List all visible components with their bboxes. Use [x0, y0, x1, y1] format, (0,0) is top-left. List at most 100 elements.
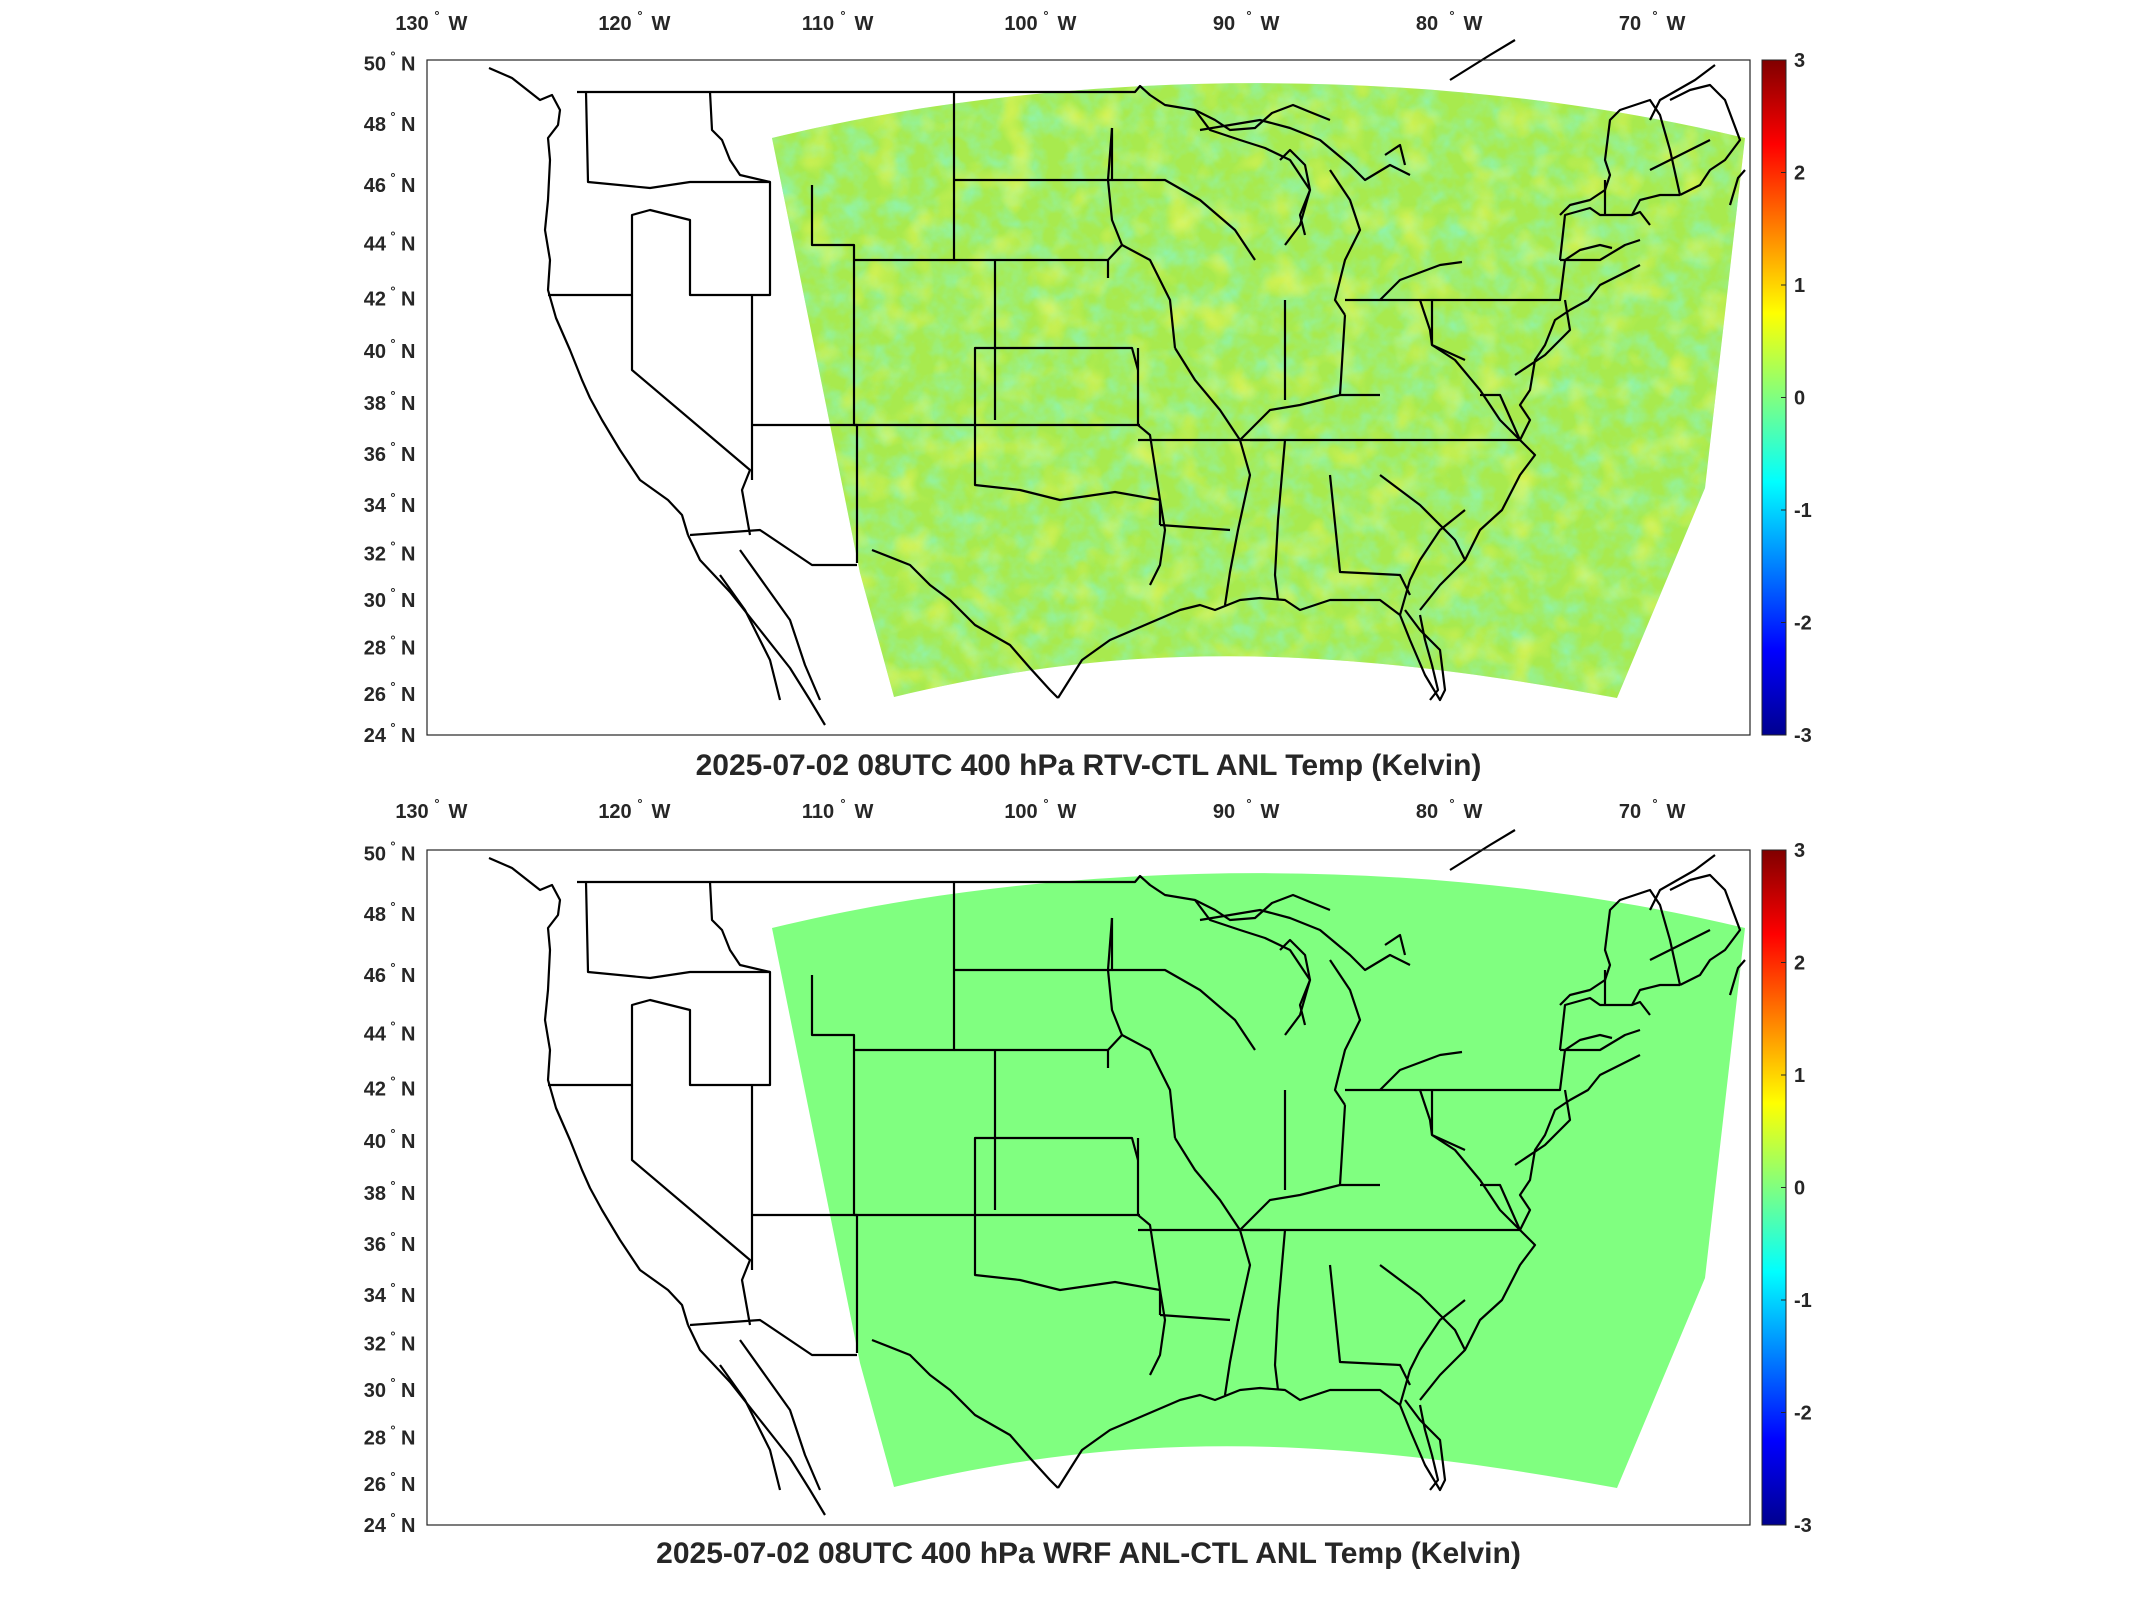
lon-tick-labels: 130 ° W 120 ° W 110 ° W 100 ° W 90 ° W 80 ° W 70 ° W	[395, 796, 1685, 823]
border-line	[489, 68, 688, 535]
degree-symbol: °	[637, 796, 642, 811]
degree-symbol: °	[390, 679, 395, 694]
lon-hemisphere: W	[1058, 13, 1077, 35]
border-line	[1450, 830, 1515, 870]
border-line	[1225, 1230, 1250, 1395]
border-line	[1138, 348, 1160, 500]
lon-hemisphere: W	[1261, 13, 1280, 35]
border-line	[854, 260, 995, 425]
border-line	[1480, 395, 1520, 440]
lat-tick-label: 40 ° N	[364, 1126, 416, 1153]
lon-tick-value: 110	[802, 801, 834, 823]
degree-symbol: °	[390, 1469, 395, 1484]
lon-tick-value: 90	[1213, 13, 1235, 35]
lat-tick-value: 24	[364, 725, 387, 747]
lat-tick-value: 28	[364, 637, 386, 659]
border-line	[1380, 475, 1465, 560]
border-line	[632, 295, 750, 535]
lat-hemisphere: N	[401, 444, 415, 466]
lat-tick-value: 40	[364, 341, 386, 363]
lat-tick-label: 44 ° N	[364, 229, 416, 256]
coastlines-and-borders	[489, 40, 1745, 725]
border-line	[1730, 170, 1745, 205]
border-line	[1560, 100, 1680, 215]
lat-tick-label: 42 ° N	[364, 283, 416, 310]
lon-tick-label: 70 ° W	[1619, 796, 1686, 823]
border-line	[1650, 855, 1715, 910]
degree-symbol: °	[840, 8, 845, 23]
lat-tick-label: 30 ° N	[364, 585, 416, 612]
lat-tick-label: 34 ° N	[364, 490, 416, 517]
border-line	[1650, 930, 1710, 960]
colorbar: 3 2 1 0 -1 -2 -3	[1761, 50, 1812, 747]
lat-hemisphere: N	[401, 1285, 415, 1307]
border-line	[489, 858, 688, 1325]
lat-tick-value: 34	[364, 495, 387, 517]
lat-tick-value: 44	[364, 234, 387, 256]
lat-tick-value: 28	[364, 1427, 386, 1449]
degree-symbol: °	[390, 336, 395, 351]
lon-tick-label: 70 ° W	[1619, 8, 1686, 35]
lat-hemisphere: N	[401, 1183, 415, 1205]
border-line	[1240, 395, 1380, 440]
border-line	[1200, 910, 1410, 970]
lat-tick-label: 38 ° N	[364, 388, 416, 415]
field-anomaly-positive	[772, 83, 1745, 699]
lat-hemisphere: N	[401, 234, 415, 256]
degree-symbol: °	[390, 439, 395, 454]
border-line	[1330, 170, 1360, 315]
border-line	[1480, 1185, 1520, 1230]
lat-hemisphere: N	[401, 114, 415, 136]
lat-tick-label: 24 ° N	[364, 720, 416, 747]
lon-tick-value: 120	[598, 801, 631, 823]
map-frame	[426, 849, 1751, 1526]
lon-tick-labels: 130 ° W 120 ° W 110 ° W 100 ° W 90 ° W 80 ° W 70 ° W	[395, 8, 1685, 35]
lat-tick-value: 26	[364, 684, 386, 706]
lat-tick-label: 32 ° N	[364, 538, 416, 565]
border-line	[710, 92, 770, 182]
lon-hemisphere: W	[652, 13, 671, 35]
border-line	[1515, 1090, 1570, 1165]
border-line	[1670, 85, 1740, 195]
analysis-domain	[772, 873, 1745, 1488]
lat-tick-value: 36	[364, 1234, 386, 1256]
border-line	[1560, 208, 1650, 260]
lon-tick-value: 80	[1416, 801, 1438, 823]
lon-tick-value: 70	[1619, 13, 1641, 35]
border-line	[577, 86, 1330, 130]
lat-hemisphere: N	[401, 637, 415, 659]
lat-tick-value: 50	[364, 843, 386, 865]
lat-tick-value: 38	[364, 393, 386, 415]
domain-field	[772, 873, 1745, 1488]
lon-tick-label: 80 ° W	[1416, 796, 1483, 823]
degree-symbol: °	[390, 1280, 395, 1295]
lat-tick-label: 28 ° N	[364, 632, 416, 659]
border-line	[872, 550, 1058, 698]
lon-tick-value: 110	[802, 13, 834, 35]
border-line	[1340, 315, 1345, 395]
border-line	[812, 882, 954, 1050]
map-area	[426, 830, 1751, 1526]
degree-symbol: °	[1449, 796, 1454, 811]
colorbar-tick-label: 0	[1794, 388, 1805, 410]
lat-tick-value: 36	[364, 444, 386, 466]
degree-symbol: °	[840, 796, 845, 811]
lat-tick-label: 28 ° N	[364, 1422, 416, 1449]
colorbar-tick-label: -2	[1794, 1403, 1812, 1425]
lon-hemisphere: W	[449, 801, 468, 823]
lon-tick-label: 90 ° W	[1213, 796, 1280, 823]
degree-symbol: °	[390, 388, 395, 403]
border-line	[690, 1320, 857, 1355]
lat-hemisphere: N	[401, 590, 415, 612]
lat-tick-value: 30	[364, 1380, 386, 1402]
lat-hemisphere: N	[401, 1234, 415, 1256]
colorbar-tick-label: -3	[1794, 1515, 1812, 1537]
border-line	[1400, 510, 1465, 615]
border-line	[812, 92, 954, 260]
colorbar-tick-label: 2	[1794, 953, 1805, 975]
lat-tick-value: 30	[364, 590, 386, 612]
lat-tick-value: 38	[364, 1183, 386, 1205]
lon-tick-label: 110 ° W	[802, 8, 874, 35]
lat-hemisphere: N	[401, 725, 415, 747]
